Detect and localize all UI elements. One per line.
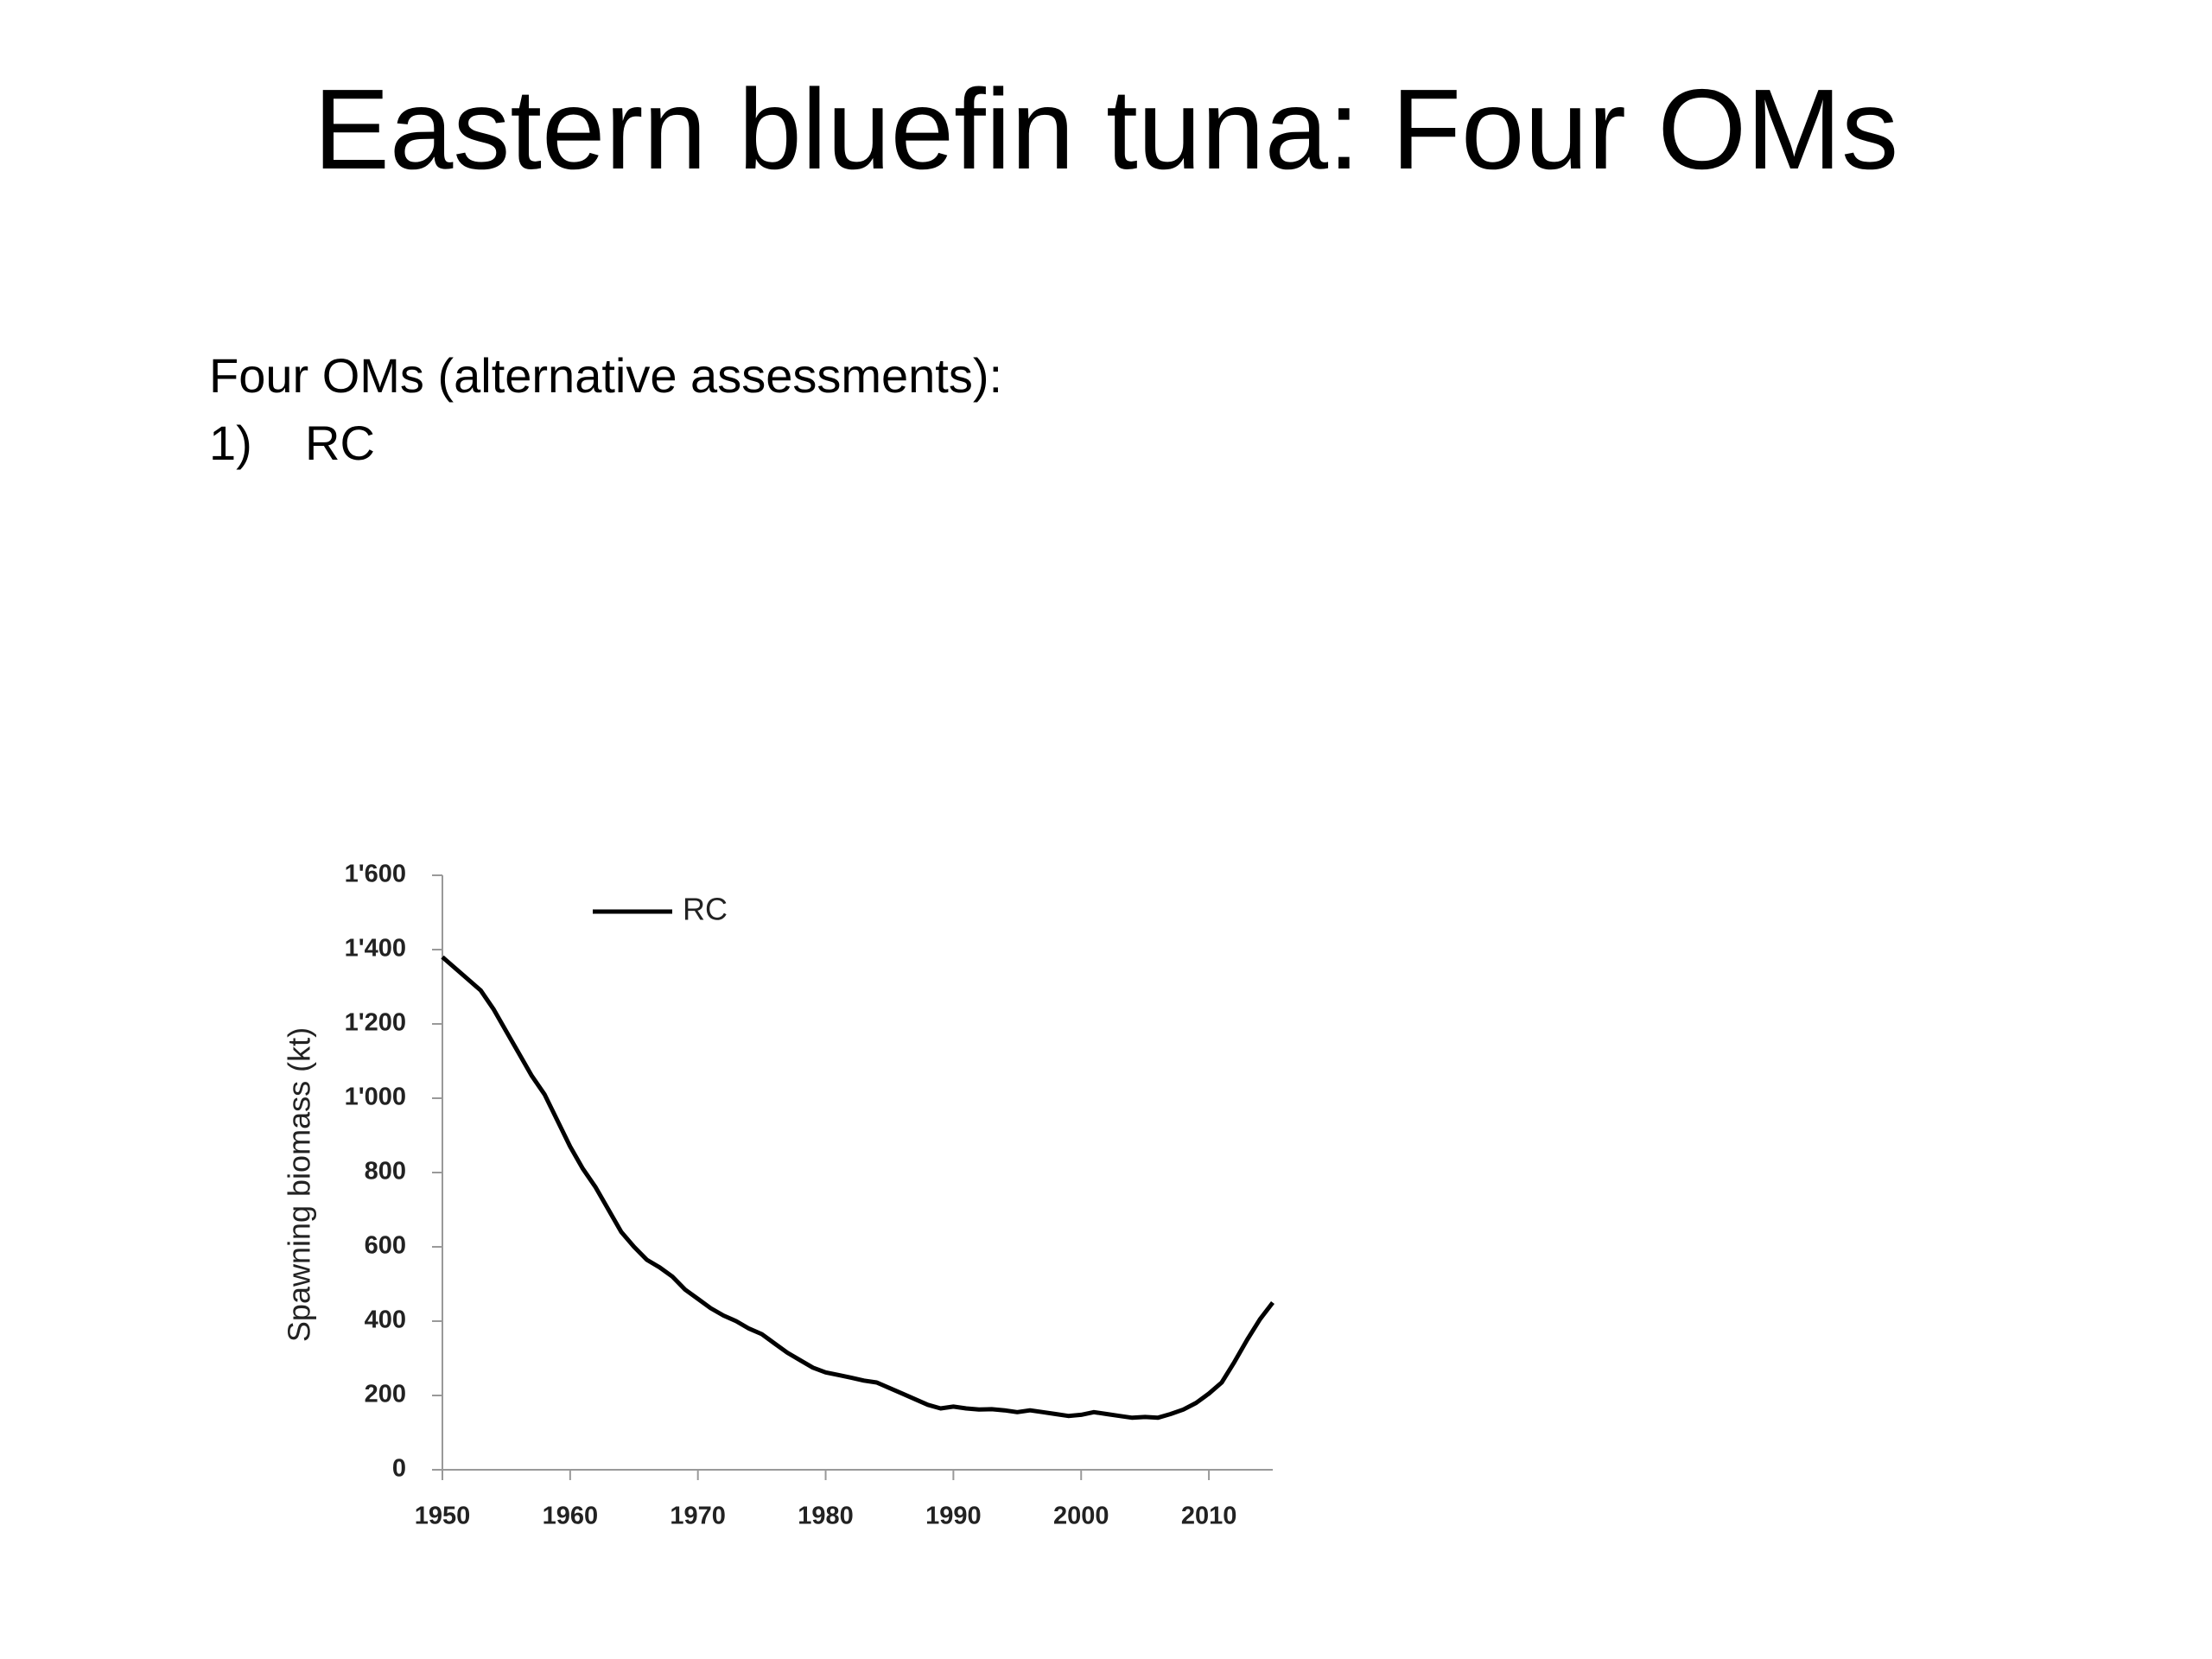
x-tick-label: 1980 bbox=[798, 1503, 854, 1530]
x-tick-label: 2000 bbox=[1053, 1503, 1109, 1530]
slide-title: Eastern bluefin tuna: Four OMs bbox=[313, 66, 1899, 193]
list-item: 1) RC bbox=[209, 413, 375, 474]
y-tick-label: 1'600 bbox=[345, 861, 406, 888]
y-axis-title: Spawning biomass (kt) bbox=[282, 1027, 317, 1342]
y-tick-label: 400 bbox=[365, 1306, 406, 1334]
y-tick-label: 200 bbox=[365, 1381, 406, 1408]
y-tick-label: 0 bbox=[392, 1455, 406, 1483]
intro-text: Four OMs (alternative assessments): bbox=[209, 348, 1003, 403]
y-tick-label: 1'400 bbox=[345, 935, 406, 963]
item-number: 1) bbox=[209, 416, 252, 470]
x-tick-label: 2010 bbox=[1181, 1503, 1237, 1530]
data-line bbox=[441, 955, 1274, 1421]
y-tick-label: 1'000 bbox=[345, 1084, 406, 1111]
y-tick-label: 1'200 bbox=[345, 1009, 406, 1037]
x-tick-label: 1950 bbox=[415, 1503, 471, 1530]
legend-label: RC bbox=[683, 892, 728, 927]
y-tick-label: 800 bbox=[365, 1158, 406, 1185]
item-text: RC bbox=[305, 416, 375, 470]
x-tick-label: 1990 bbox=[925, 1503, 982, 1530]
x-tick-label: 1970 bbox=[670, 1503, 726, 1530]
x-tick-label: 1960 bbox=[543, 1503, 599, 1530]
y-tick-label: 600 bbox=[365, 1232, 406, 1260]
